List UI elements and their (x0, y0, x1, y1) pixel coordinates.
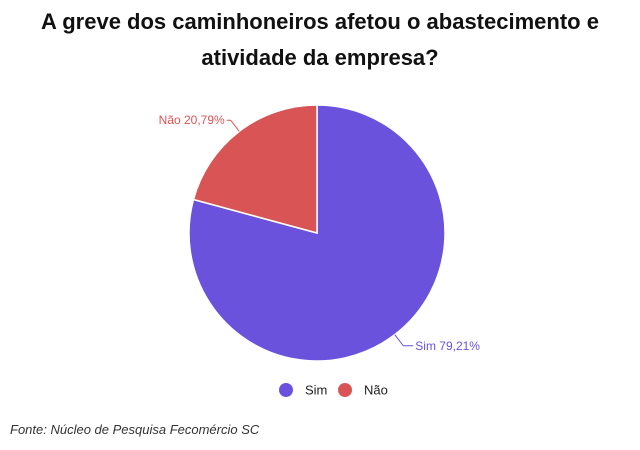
chart-title: A greve dos caminhoneiros afetou o abast… (0, 4, 640, 76)
data-label: Não 20,79% (159, 113, 225, 127)
chart-title-line-1: A greve dos caminhoneiros afetou o abast… (41, 9, 599, 34)
legend-swatch (279, 383, 293, 397)
legend-swatch (338, 383, 352, 397)
leader-line (394, 334, 414, 347)
source-note: Fonte: Núcleo de Pesquisa Fecomércio SC (10, 422, 260, 437)
legend-label: Não (364, 383, 388, 398)
data-label: Sim 79,21% (415, 339, 480, 353)
leader-line (226, 119, 240, 132)
chart-title-line-2: atividade da empresa? (201, 45, 439, 70)
legend-label: Sim (305, 383, 327, 398)
